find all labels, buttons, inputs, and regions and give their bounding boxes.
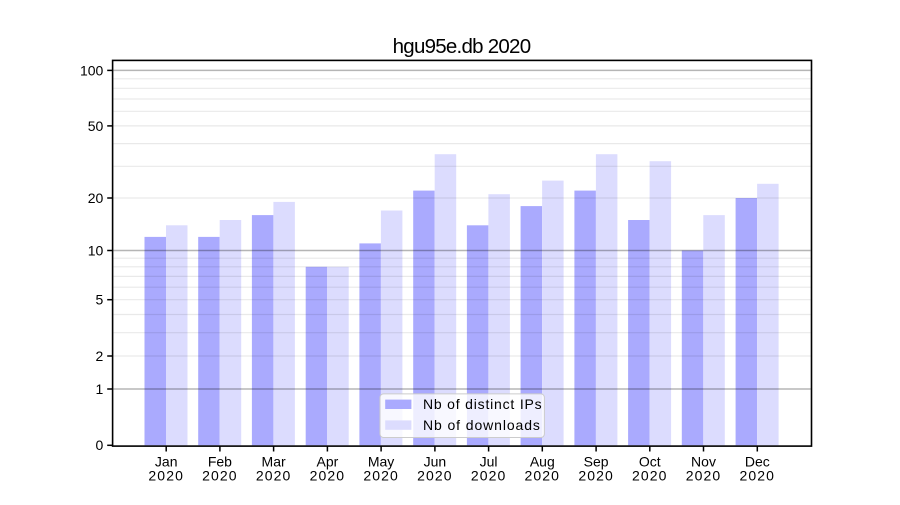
svg-text:2: 2: [96, 348, 104, 364]
svg-text:20: 20: [88, 190, 104, 206]
svg-text:Nb of distinct IPs: Nb of distinct IPs: [423, 396, 542, 412]
svg-text:50: 50: [88, 118, 104, 134]
svg-text:Feb: Feb: [208, 453, 232, 469]
svg-text:Jun: Jun: [424, 453, 447, 469]
svg-text:10: 10: [88, 242, 104, 258]
svg-text:2020: 2020: [686, 468, 722, 484]
svg-text:1: 1: [96, 381, 104, 397]
svg-text:Sep: Sep: [584, 453, 609, 469]
svg-text:Jan: Jan: [155, 453, 178, 469]
svg-text:2020: 2020: [148, 468, 184, 484]
svg-text:2020: 2020: [310, 468, 346, 484]
svg-text:5: 5: [96, 292, 104, 308]
svg-text:2020: 2020: [417, 468, 453, 484]
svg-text:2020: 2020: [363, 468, 399, 484]
svg-text:2020: 2020: [525, 468, 561, 484]
svg-text:2020: 2020: [471, 468, 507, 484]
svg-text:Jul: Jul: [480, 453, 498, 469]
svg-text:Mar: Mar: [262, 453, 286, 469]
svg-text:2020: 2020: [740, 468, 776, 484]
svg-text:Apr: Apr: [317, 453, 339, 469]
svg-text:Oct: Oct: [639, 453, 661, 469]
svg-text:Nb of downloads: Nb of downloads: [423, 417, 541, 433]
svg-text:May: May: [368, 453, 394, 469]
svg-text:Nov: Nov: [691, 453, 716, 469]
svg-text:2020: 2020: [202, 468, 238, 484]
svg-text:2020: 2020: [256, 468, 292, 484]
svg-text:2020: 2020: [578, 468, 614, 484]
svg-text:100: 100: [80, 62, 104, 78]
svg-text:hgu95e.db 2020: hgu95e.db 2020: [393, 35, 531, 58]
svg-text:2020: 2020: [632, 468, 668, 484]
svg-text:Aug: Aug: [530, 453, 555, 469]
svg-text:Dec: Dec: [745, 453, 770, 469]
svg-text:0: 0: [96, 437, 104, 453]
